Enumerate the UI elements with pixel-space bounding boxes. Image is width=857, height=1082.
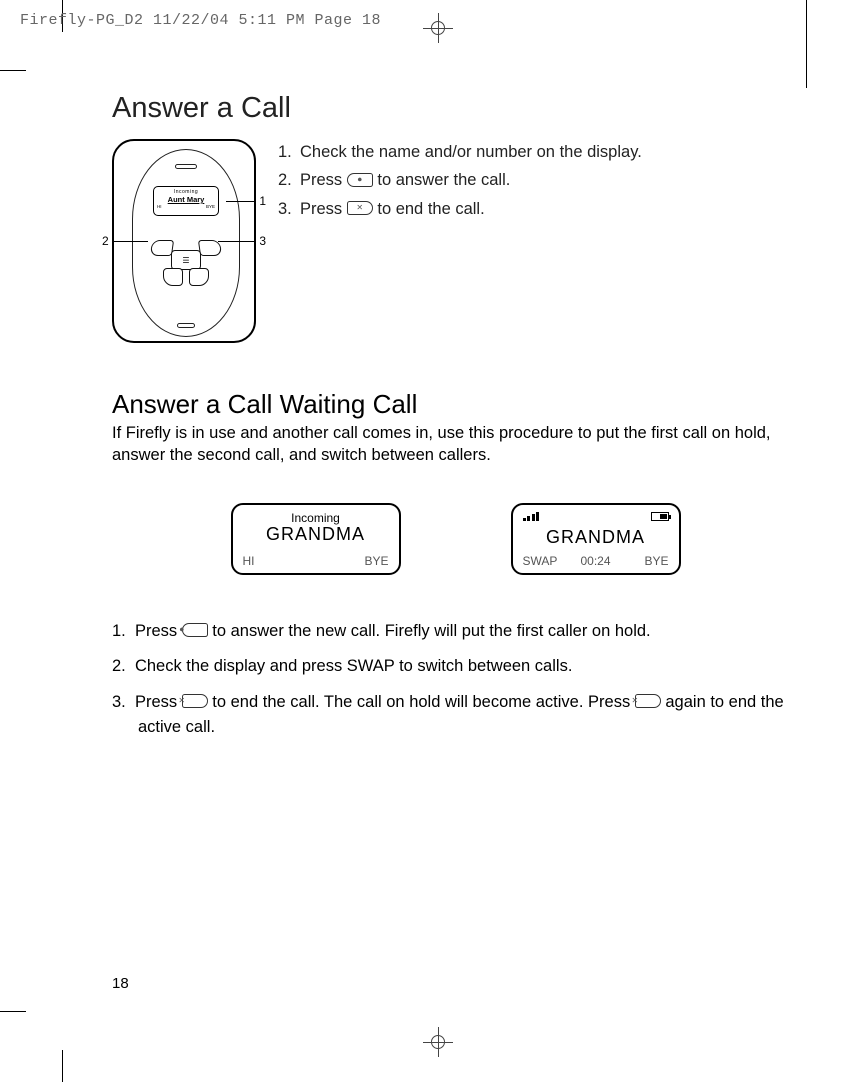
step2-1: 1. Press ⏺ to answer the new call. Firef…: [112, 619, 799, 645]
page-content: Answer a Call Incoming Aunt Mary HI BYE …: [112, 92, 799, 992]
screen1-right: BYE: [364, 554, 388, 568]
screen-active-call: GRANDMA SWAP 00:24 BYE: [511, 503, 681, 575]
step2-3: 3. Press ✕ to end the call. The call on …: [112, 690, 799, 741]
end-button-icon: ✕: [635, 694, 661, 708]
callout-3: 3: [259, 234, 266, 248]
signal-icon: [523, 512, 540, 521]
screen1-name: GRANDMA: [243, 524, 389, 545]
step-3: 3.Press ✕ to end the call.: [278, 196, 642, 222]
screen-incoming: Incoming GRANDMA HI BYE: [231, 503, 401, 575]
section2-subtitle: If Firefly is in use and another call co…: [112, 422, 799, 467]
end-button-icon: ✕: [182, 694, 208, 708]
end-button-icon: ✕: [347, 201, 373, 215]
screen2-timer: 00:24: [523, 554, 669, 568]
section1-title: Answer a Call: [112, 92, 799, 125]
answer-button-icon: ⏺: [182, 623, 208, 637]
step-2: 2.Press ⏺ to answer the call.: [278, 167, 642, 193]
diagram-keypad: ☰: [151, 228, 221, 286]
diagram-screen-name: Aunt Mary: [154, 195, 218, 204]
diagram-screen: Incoming Aunt Mary HI BYE: [153, 186, 219, 216]
diagram-screen-right: BYE: [206, 204, 215, 209]
section2-steps: 1. Press ⏺ to answer the new call. Firef…: [112, 619, 799, 741]
battery-icon: [651, 512, 669, 521]
phone-diagram: Incoming Aunt Mary HI BYE ☰: [112, 139, 256, 343]
page-number: 18: [112, 975, 129, 992]
diagram-screen-left: HI: [157, 204, 162, 209]
section2-title: Answer a Call Waiting Call: [112, 389, 799, 420]
answer-button-icon: ⏺: [347, 173, 373, 187]
callout-1: 1: [259, 194, 266, 208]
screen1-incoming-label: Incoming: [243, 511, 389, 525]
callout-2: 2: [102, 234, 109, 248]
step2-2: 2. Check the display and press SWAP to s…: [112, 654, 799, 680]
section1-steps: 1.Check the name and/or number on the di…: [278, 139, 642, 343]
screen1-left: HI: [243, 554, 255, 568]
step-1: 1.Check the name and/or number on the di…: [278, 139, 642, 165]
print-header: Firefly-PG_D2 11/22/04 5:11 PM Page 18: [20, 12, 381, 29]
screen2-name: GRANDMA: [523, 527, 669, 548]
